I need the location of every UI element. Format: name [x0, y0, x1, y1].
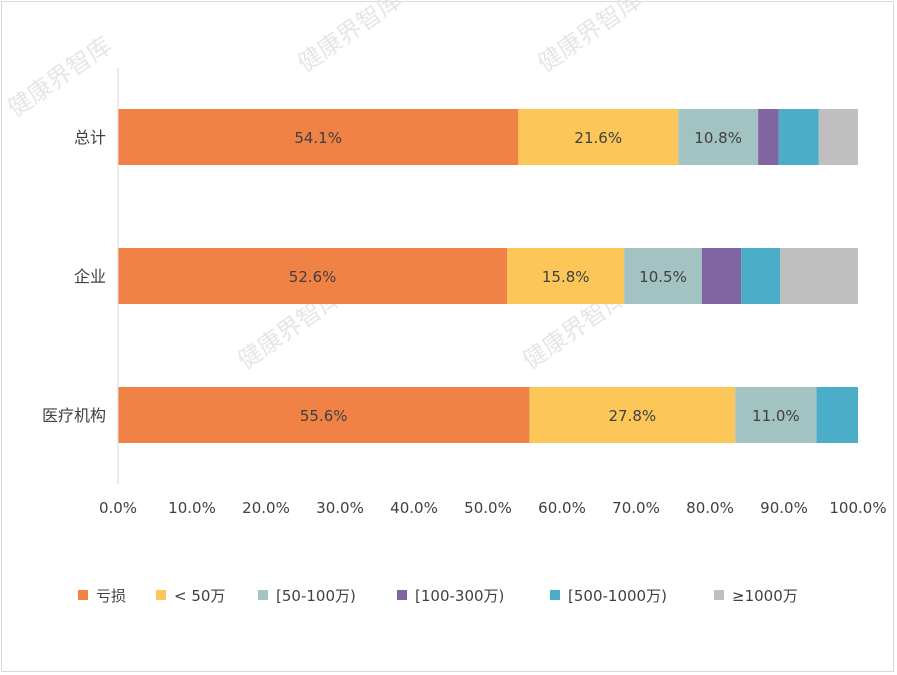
bar-segment — [624, 248, 702, 304]
x-tick-label: 20.0% — [242, 499, 290, 517]
watermark-text: 健康界智库 — [292, 0, 406, 78]
bar-segment — [735, 387, 817, 443]
legend: 亏损 < 50万 [50-100万) [100-300万) [500-1000万) ≥10… — [78, 587, 798, 605]
legend-label: [500-1000万) — [568, 587, 667, 605]
data-label: 55.6% — [300, 407, 348, 425]
x-tick-label: 70.0% — [612, 499, 660, 517]
watermark-text: 健康界智库 — [2, 31, 116, 123]
bar-segment — [778, 109, 819, 165]
watermark-layer: 健康界智库健康界智库健康界智库健康界智库健康界智库健康界智库 — [2, 0, 701, 375]
legend-label: [50-100万) — [276, 587, 356, 605]
legend-label: 亏损 — [96, 587, 126, 605]
bar-segment — [780, 248, 858, 304]
data-label: 52.6% — [289, 268, 337, 286]
x-tick-label: 40.0% — [390, 499, 438, 517]
bar-segment — [701, 248, 742, 304]
bar-segment — [507, 248, 625, 304]
legend-swatch — [550, 590, 560, 600]
data-label: 10.8% — [694, 129, 742, 147]
category-label: 企业 — [74, 267, 106, 286]
data-label: 27.8% — [608, 407, 656, 425]
data-label: 21.6% — [574, 129, 622, 147]
data-label: 15.8% — [542, 268, 590, 286]
x-tick-label: 30.0% — [316, 499, 364, 517]
x-tick-label: 0.0% — [99, 499, 137, 517]
bar-segment — [816, 387, 858, 443]
bars-layer: 54.1% 21.6% 10.8% 52.6% 15.8% 10.5% 55.6% 27.8%… — [118, 109, 858, 443]
legend-swatch — [78, 590, 88, 600]
x-tick-label: 80.0% — [686, 499, 734, 517]
legend-label: < 50万 — [174, 587, 225, 605]
x-tick-label: 10.0% — [168, 499, 216, 517]
legend-swatch — [258, 590, 268, 600]
legend-label: [100-300万) — [415, 587, 504, 605]
watermark-text: 健康界智库 — [532, 0, 646, 78]
bar-segment — [741, 248, 781, 304]
bar-segment — [678, 109, 759, 165]
category-label: 医疗机构 — [42, 406, 106, 425]
bar-segment — [818, 109, 858, 165]
bar-segment — [529, 387, 736, 443]
data-label: 11.0% — [752, 407, 800, 425]
x-tick-label: 50.0% — [464, 499, 512, 517]
data-label: 54.1% — [294, 129, 342, 147]
x-tick-label: 90.0% — [760, 499, 808, 517]
bar-segment — [118, 248, 508, 304]
bar-segment — [118, 387, 530, 443]
bar-segment — [118, 109, 519, 165]
bar-segment — [758, 109, 779, 165]
category-label: 总计 — [74, 128, 106, 147]
x-tick-label: 100.0% — [829, 499, 886, 517]
legend-swatch — [397, 590, 407, 600]
legend-label: ≥1000万 — [732, 587, 798, 605]
x-tick-label: 60.0% — [538, 499, 586, 517]
legend-swatch — [714, 590, 724, 600]
bar-segment — [518, 109, 679, 165]
legend-swatch — [156, 590, 166, 600]
data-label: 10.5% — [639, 268, 687, 286]
